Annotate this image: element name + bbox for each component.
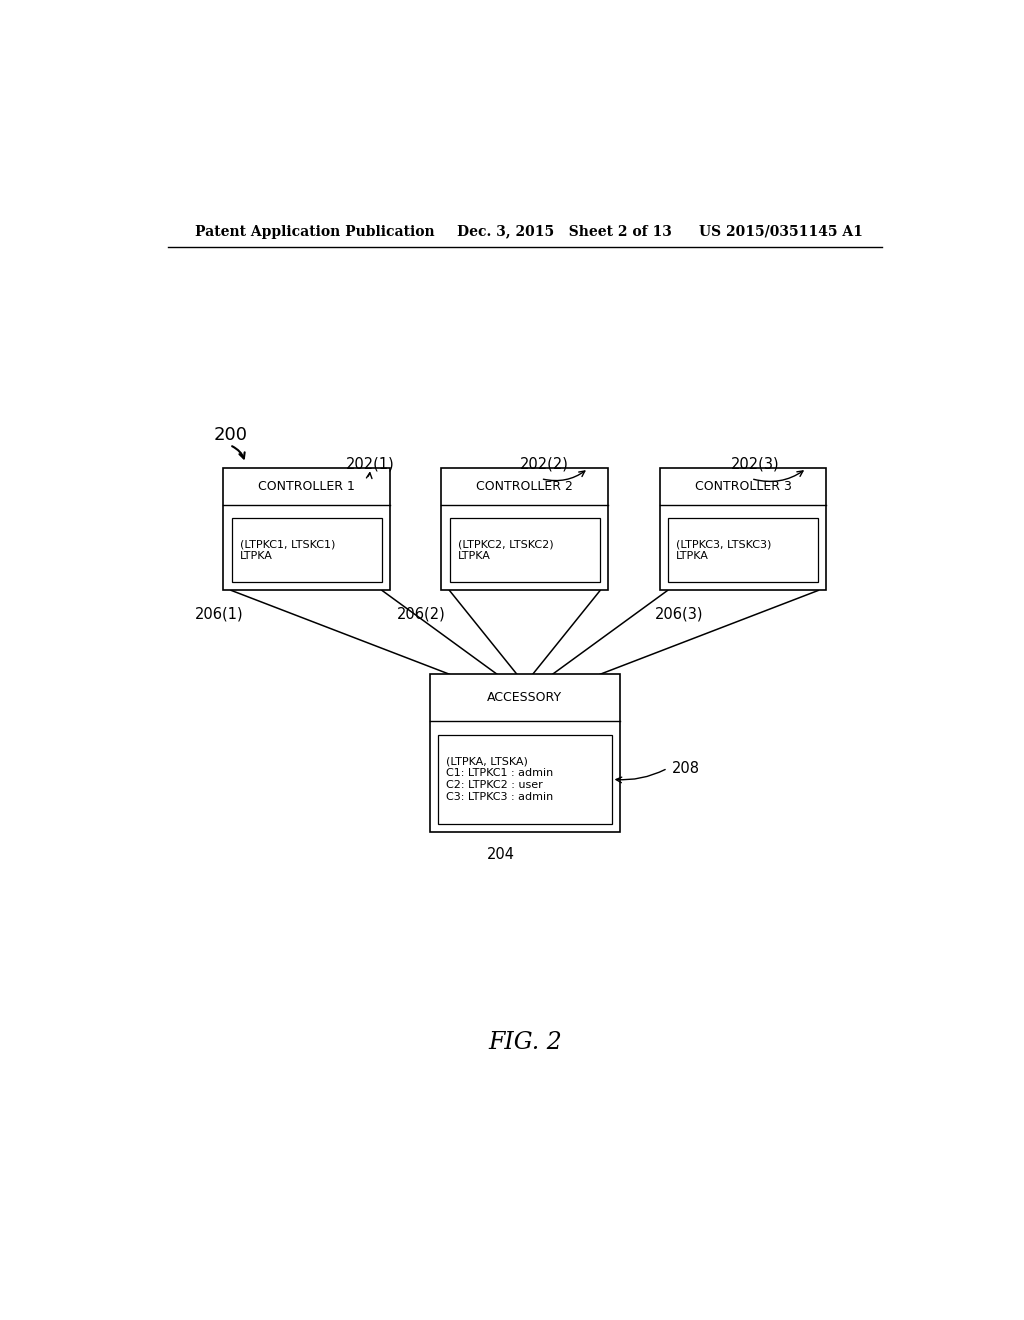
FancyBboxPatch shape [438, 735, 611, 824]
Text: 204: 204 [487, 846, 515, 862]
Text: 200: 200 [214, 426, 248, 444]
Text: FIG. 2: FIG. 2 [487, 1031, 562, 1055]
Text: 206(2): 206(2) [397, 606, 446, 622]
Text: CONTROLLER 2: CONTROLLER 2 [476, 480, 573, 494]
Text: 208: 208 [672, 760, 699, 776]
Text: CONTROLLER 1: CONTROLLER 1 [258, 480, 355, 494]
FancyBboxPatch shape [430, 675, 620, 832]
Text: ACCESSORY: ACCESSORY [487, 692, 562, 705]
Text: (LTPKC1, LTSKC1)
LTPKA: (LTPKC1, LTSKC1) LTPKA [240, 540, 335, 561]
Text: US 2015/0351145 A1: US 2015/0351145 A1 [699, 224, 863, 239]
Text: CONTROLLER 3: CONTROLLER 3 [694, 480, 792, 494]
FancyBboxPatch shape [441, 469, 608, 590]
Text: Dec. 3, 2015   Sheet 2 of 13: Dec. 3, 2015 Sheet 2 of 13 [458, 224, 672, 239]
FancyBboxPatch shape [668, 519, 818, 582]
Text: 202(3): 202(3) [731, 457, 779, 471]
Text: (LTPKC3, LTSKC3)
LTPKA: (LTPKC3, LTSKC3) LTPKA [676, 540, 771, 561]
FancyBboxPatch shape [231, 519, 382, 582]
Text: 202(1): 202(1) [346, 457, 394, 471]
FancyBboxPatch shape [450, 519, 600, 582]
Text: 206(1): 206(1) [195, 606, 244, 622]
Text: (LTPKA, LTSKA)
C1: LTPKC1 : admin
C2: LTPKC2 : user
C3: LTPKC3 : admin: (LTPKA, LTSKA) C1: LTPKC1 : admin C2: LT… [445, 756, 553, 801]
FancyBboxPatch shape [659, 469, 826, 590]
FancyBboxPatch shape [223, 469, 390, 590]
Text: 202(2): 202(2) [520, 457, 569, 471]
Text: Patent Application Publication: Patent Application Publication [196, 224, 435, 239]
Text: (LTPKC2, LTSKC2)
LTPKA: (LTPKC2, LTSKC2) LTPKA [458, 540, 553, 561]
Text: 206(3): 206(3) [655, 606, 703, 622]
